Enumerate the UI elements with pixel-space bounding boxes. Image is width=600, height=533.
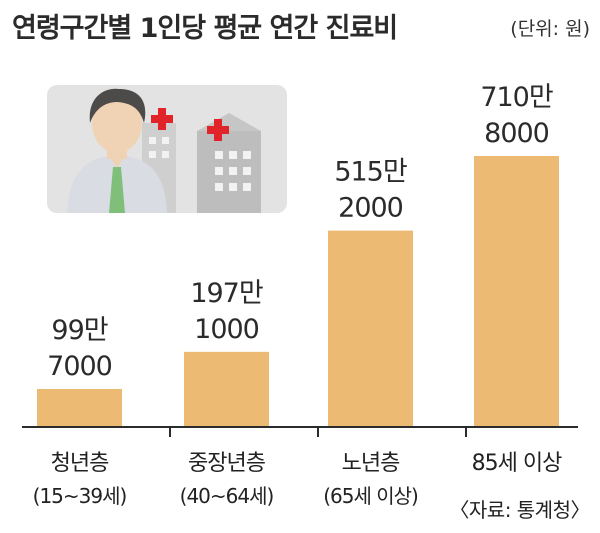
category-label: 청년층 bbox=[51, 451, 109, 476]
category-sublabel: (40~64세) bbox=[180, 484, 274, 508]
value-label-line1: 197만 bbox=[190, 278, 263, 309]
category-label: 노년층 bbox=[342, 451, 400, 476]
person-icon bbox=[67, 88, 167, 213]
category-sublabel: (65세 이상) bbox=[323, 484, 418, 508]
value-label-line2: 7000 bbox=[47, 351, 112, 382]
value-label-line1: 515만 bbox=[334, 157, 407, 188]
hospital-icon bbox=[142, 113, 261, 213]
unit-label: (단위: 원) bbox=[510, 18, 590, 40]
value-label-line2: 2000 bbox=[338, 193, 403, 224]
category-label: 중장년층 bbox=[188, 451, 266, 476]
value-label-line2: 8000 bbox=[484, 118, 549, 149]
chart-title: 연령구간별 1인당 평균 연간 진료비 bbox=[12, 13, 398, 44]
illustration bbox=[47, 85, 287, 213]
value-label-line1: 710만 bbox=[480, 82, 553, 113]
bar bbox=[184, 351, 269, 427]
value-label-line2: 1000 bbox=[194, 314, 259, 345]
category-label: 85세 이상 bbox=[472, 451, 562, 476]
red-cross-icon bbox=[151, 108, 229, 141]
source-note: 〈자료: 통계청〉 bbox=[449, 498, 590, 522]
bar bbox=[474, 156, 559, 427]
bar bbox=[328, 230, 413, 427]
value-label-line1: 99만 bbox=[51, 315, 107, 346]
bar bbox=[37, 388, 122, 427]
category-sublabel: (15~39세) bbox=[33, 484, 127, 508]
